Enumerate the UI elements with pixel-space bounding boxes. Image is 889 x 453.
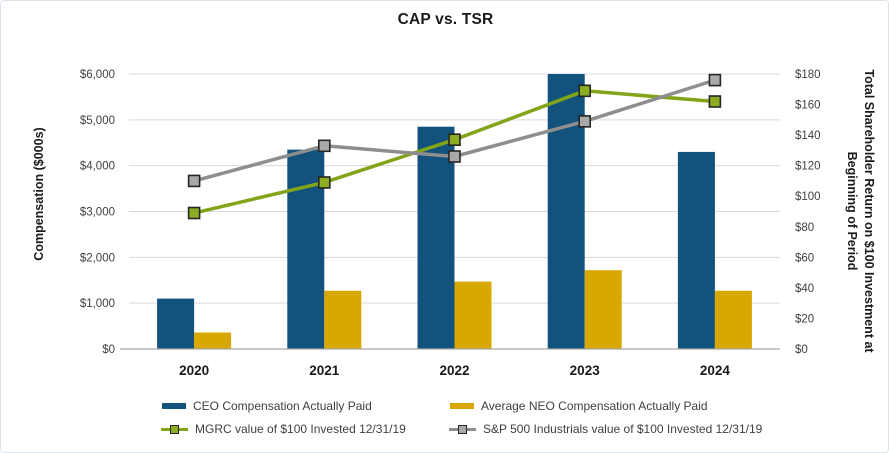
x-axis-label-2023: 2023 [570, 363, 601, 378]
bar-ceo-2022 [417, 126, 455, 349]
bar-neo-2021 [324, 290, 362, 349]
left-axis-tick: $2,000 [80, 252, 115, 264]
right-axis-tick: $140 [795, 130, 821, 142]
right-axis-tick: $20 [795, 313, 814, 325]
right-axis-tick: $60 [795, 252, 814, 264]
marker-mgrc-2023 [578, 84, 592, 98]
left-axis-tick: $5,000 [80, 115, 115, 127]
bar-neo-2022 [454, 281, 492, 349]
chart-title: CAP vs. TSR [397, 11, 494, 28]
marker-mgrc-2020 [187, 206, 201, 220]
bar-ceo-2024 [677, 151, 715, 349]
left-axis-tick: $1,000 [80, 298, 115, 310]
x-axis-label-2020: 2020 [179, 363, 209, 378]
right-axis-tick: $80 [795, 222, 814, 234]
bar-neo-2024 [714, 290, 752, 349]
legend-item-sp500-line: S&P 500 Industrials value of $100 Invest… [449, 422, 762, 436]
right-axis-tick: $40 [795, 283, 814, 295]
marker-mgrc-2024 [708, 95, 722, 108]
legend-item-neo-cap: Average NEO Compensation Actually Paid [450, 399, 708, 413]
left-axis-tick: $6,000 [80, 69, 115, 81]
bar-neo-2020 [194, 332, 232, 349]
x-axis-label-2021: 2021 [309, 363, 340, 378]
right-axis-tick: $100 [795, 191, 821, 203]
legend-item-ceo-cap: CEO Compensation Actually Paid [162, 399, 372, 413]
x-axis-label-2024: 2024 [700, 363, 731, 378]
legend-swatch-sp500-line [449, 424, 476, 434]
marker-sp500-2023 [578, 115, 592, 128]
marker-sp500-2020 [187, 174, 201, 188]
legend-swatch-ceo-bar [162, 403, 186, 409]
marker-sp500-2024 [708, 73, 722, 87]
bar-ceo-2020 [157, 298, 195, 349]
marker-sp500-2022 [448, 150, 461, 163]
x-axis-label-2022: 2022 [439, 363, 469, 378]
left-axis-tick: $3,000 [80, 207, 115, 219]
bar-neo-2023 [584, 270, 622, 349]
legend-swatch-neo-bar [450, 403, 474, 409]
marker-sp500-2021 [317, 139, 331, 153]
left-axis-tick: $0 [102, 344, 115, 356]
legend-label: MGRC value of $100 Invested 12/31/19 [195, 422, 406, 436]
right-axis-tick: $0 [795, 344, 808, 356]
legend-item-mgrc-line: MGRC value of $100 Invested 12/31/19 [161, 422, 406, 436]
legend-label: Average NEO Compensation Actually Paid [481, 399, 708, 413]
legend-label: S&P 500 Industrials value of $100 Invest… [483, 422, 763, 436]
legend-swatch-mgrc-line [161, 424, 188, 434]
right-axis-tick: $180 [795, 69, 821, 81]
marker-mgrc-2022 [448, 133, 461, 146]
marker-mgrc-2021 [317, 176, 331, 189]
legend-label: CEO Compensation Actually Paid [193, 399, 372, 413]
left-axis-tick: $4,000 [80, 161, 115, 173]
right-axis-tick: $120 [795, 161, 821, 173]
right-axis-tick: $160 [795, 100, 821, 112]
